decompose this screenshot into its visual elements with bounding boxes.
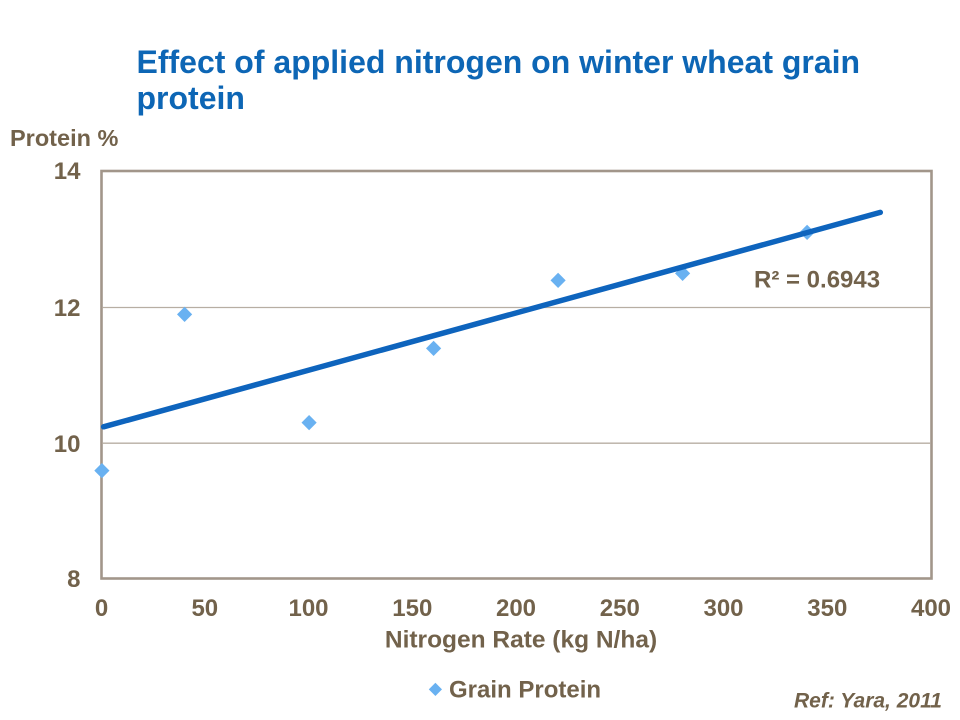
svg-text:Grain Protein: Grain Protein: [449, 677, 601, 704]
svg-text:0: 0: [95, 595, 108, 622]
svg-text:250: 250: [600, 595, 640, 622]
svg-text:Ref: Yara, 2011: Ref: Yara, 2011: [794, 690, 942, 713]
svg-text:50: 50: [191, 595, 218, 622]
svg-text:R² = 0.6943: R² = 0.6943: [754, 267, 880, 294]
svg-text:100: 100: [288, 595, 328, 622]
svg-text:200: 200: [496, 595, 536, 622]
svg-text:12: 12: [54, 295, 81, 322]
svg-text:400: 400: [911, 595, 951, 622]
svg-text:Nitrogen Rate (kg N/ha): Nitrogen Rate (kg N/ha): [385, 627, 657, 654]
svg-text:300: 300: [703, 595, 743, 622]
svg-text:8: 8: [67, 566, 80, 593]
svg-text:14: 14: [54, 158, 81, 185]
svg-text:150: 150: [392, 595, 432, 622]
svg-text:10: 10: [54, 431, 81, 458]
svg-text:Protein %: Protein %: [10, 125, 118, 151]
svg-text:350: 350: [807, 595, 847, 622]
